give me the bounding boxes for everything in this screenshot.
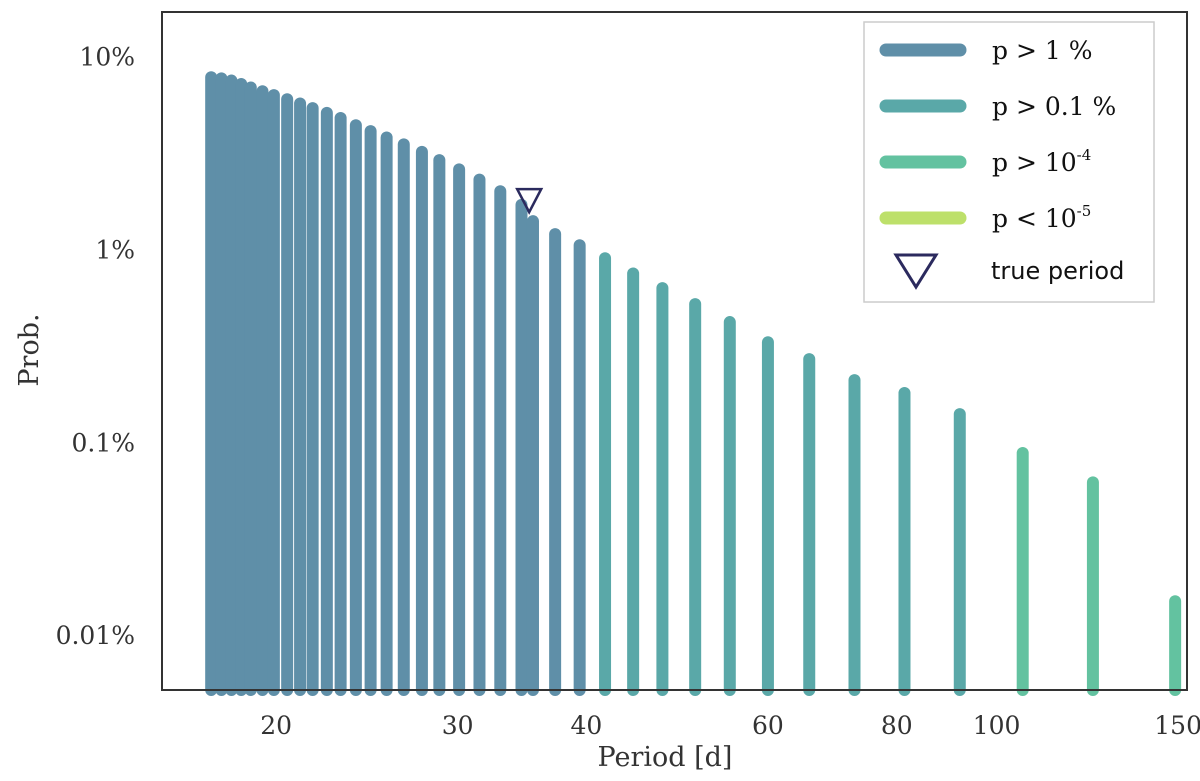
y-tick-label-1: 0.1% [71,428,135,457]
legend-true-period-label: true period [991,257,1124,285]
x-tick-label-0: 20 [260,711,292,740]
true-period-marker [515,187,544,215]
x-tick-labels: 20 30 40 60 80 100 150 [260,711,1200,740]
y-tick-label-2: 1% [95,235,135,264]
x-tick-label-3: 60 [752,711,784,740]
x-tick-label-2: 40 [571,711,603,740]
legend-label-p01: p > 0.1 % [992,92,1116,121]
x-tick-label-6: 150 [1154,711,1200,740]
y-tick-label-0: 0.01% [56,621,135,650]
y-axis-title: Prob. [14,313,45,386]
y-tick-label-3: 10% [79,42,135,71]
legend-triangle-icon [893,253,939,290]
x-tick-label-4: 80 [881,711,913,740]
x-axis-title: Period [d] [598,742,733,773]
plot-frame [161,11,1188,691]
bars-layer [205,71,1182,696]
legend: p > 1 % p > 0.1 % p > 10-4 p < 10-5 true pe… [863,21,1155,303]
legend-items: p > 1 % p > 0.1 % p > 10-4 p < 10-5 [879,36,1116,233]
legend-label-p1: p > 1 % [992,36,1092,65]
y-tick-labels: 0.01% 0.1% 1% 10% [56,42,135,650]
x-tick-label-5: 100 [973,711,1021,740]
x-tick-label-1: 30 [442,711,474,740]
legend-label-p5: p < 10-5 [992,202,1091,233]
legend-label-p4: p > 10-4 [992,146,1091,177]
marker-layer [515,187,544,215]
